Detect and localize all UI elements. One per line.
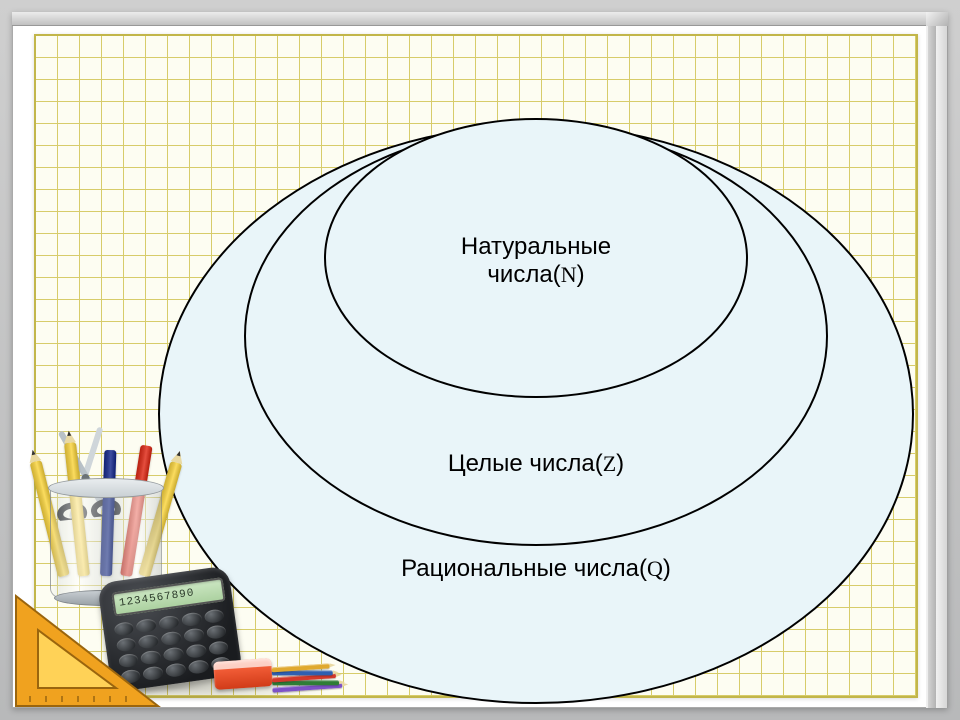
calculator-key: [165, 663, 186, 679]
graph-paper-frame: Рациональные числа(Q) Целые числа(Z) Натур…: [34, 34, 918, 698]
frame-bevel-right: [926, 12, 948, 708]
set-label-Z: Целые числа(Z): [356, 450, 716, 478]
calculator-key: [208, 640, 229, 656]
slide-root: Рациональные числа(Q) Целые числа(Z) Натур…: [0, 0, 960, 720]
calculator-key: [181, 611, 202, 627]
calculator-key: [188, 659, 209, 675]
mini-pencils: [272, 663, 353, 692]
calculator-key: [163, 647, 184, 663]
set-square-icon: [12, 590, 162, 710]
calculator-key: [161, 631, 182, 647]
frame-corner: [926, 12, 948, 26]
school-supplies: 1234567890: [18, 426, 298, 706]
calculator-key: [185, 643, 206, 659]
eraser-icon: [213, 658, 273, 690]
set-label-N: Натуральныечисла(N): [356, 233, 716, 289]
cup-rim: [48, 478, 164, 498]
calculator-key: [183, 627, 204, 643]
slide-frame: Рациональные числа(Q) Целые числа(Z) Натур…: [12, 12, 948, 708]
frame-bevel-top: [12, 12, 926, 26]
calculator-key: [203, 608, 224, 624]
set-label-Q: Рациональные числа(Q): [356, 555, 716, 583]
calculator-key: [206, 624, 227, 640]
